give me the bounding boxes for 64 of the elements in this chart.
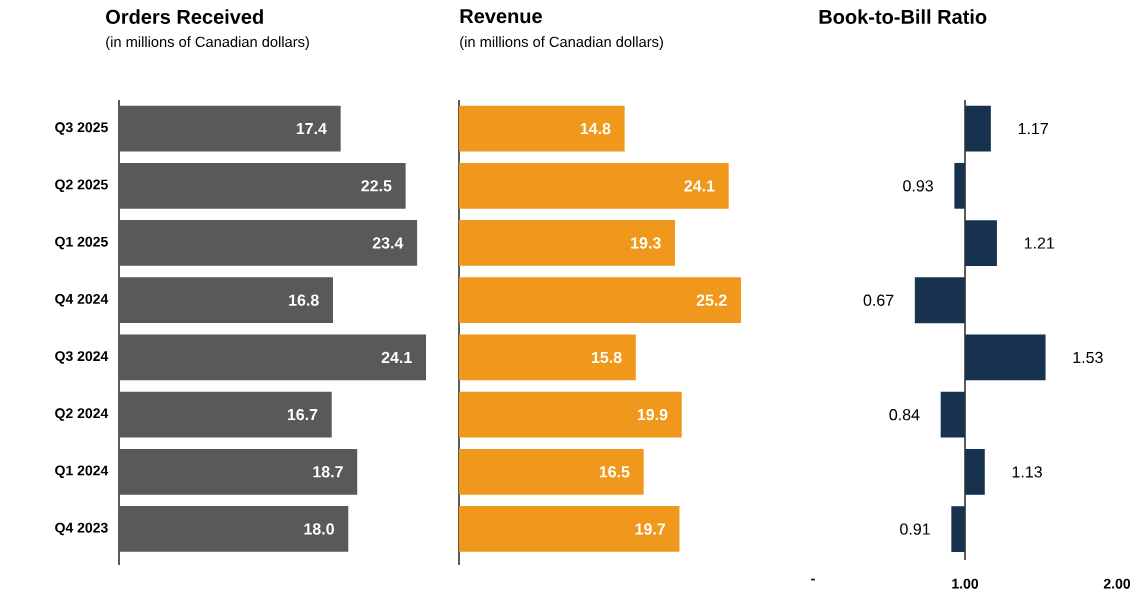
y-tick-label: Q3 2024: [55, 351, 109, 364]
bar: [954, 162, 966, 209]
bar: [459, 391, 682, 438]
x-tick-label: 2.00: [1103, 578, 1131, 589]
bar: [914, 277, 966, 324]
bar: [965, 220, 997, 266]
bar: [940, 391, 966, 438]
y-tick-label: Q4 2024: [55, 293, 109, 307]
data-label: 19.7: [635, 523, 666, 535]
bar: [119, 277, 334, 324]
bar: [459, 334, 636, 381]
bar: [965, 449, 985, 495]
y-tick-label: Q2 2024: [55, 408, 109, 421]
data-label: 23.4: [372, 237, 404, 249]
data-label: 24.1: [684, 180, 715, 192]
bar: [965, 105, 991, 152]
chart-subtitle: (in millions of Canadian dollars): [460, 36, 663, 50]
data-label: 14.8: [580, 122, 611, 135]
bar: [459, 162, 729, 209]
bar: [119, 220, 418, 266]
data-label: 16.7: [287, 408, 318, 421]
y-tick-label: Q4 2023: [55, 522, 108, 536]
data-label: 1.17: [1018, 123, 1048, 135]
data-label: 0.84: [889, 409, 920, 421]
chart-subtitle: (in millions of Canadian dollars): [106, 36, 309, 50]
data-label: 0.67: [863, 294, 894, 306]
bar: [119, 162, 406, 209]
data-label: 16.5: [599, 466, 630, 478]
bar: [459, 506, 680, 552]
data-label: 1.21: [1024, 237, 1054, 249]
bar: [119, 334, 427, 381]
bar: [119, 448, 358, 495]
bar: [119, 391, 332, 438]
data-label: 18.7: [313, 466, 343, 478]
bar: [951, 506, 966, 552]
y-tick-label: Q1 2025: [55, 236, 108, 250]
data-label: 15.8: [591, 351, 622, 364]
chart-title: Revenue: [460, 9, 542, 24]
data-label: 24.1: [381, 351, 412, 363]
bar: [459, 448, 644, 495]
data-label: 22.5: [361, 180, 392, 192]
data-label: 0.93: [903, 180, 933, 192]
chart-title: Orders Received: [106, 9, 263, 24]
y-tick-label: Q1 2024: [55, 465, 109, 479]
y-tick-label: Q3 2025: [55, 122, 108, 135]
chart-title: Book-to-Bill Ratio: [819, 9, 987, 24]
bar: [119, 105, 341, 152]
bar: [459, 105, 625, 152]
data-label: 1.13: [1012, 466, 1042, 478]
bar: [965, 334, 1046, 381]
data-label: 17.4: [296, 123, 327, 135]
data-label: 16.8: [289, 294, 319, 306]
x-tick-label: 1.00: [952, 578, 979, 589]
y-tick-label: Q2 2025: [55, 179, 108, 193]
data-label: 19.3: [631, 237, 661, 249]
bar: [459, 277, 742, 324]
data-label: 25.2: [696, 294, 727, 306]
bar: [459, 220, 675, 266]
x-tick-label: -: [811, 578, 815, 581]
bar: [119, 506, 349, 552]
data-label: 0.91: [900, 523, 930, 535]
data-label: 18.0: [304, 523, 334, 535]
data-label: 19.9: [637, 408, 668, 421]
data-label: 1.53: [1073, 351, 1103, 364]
